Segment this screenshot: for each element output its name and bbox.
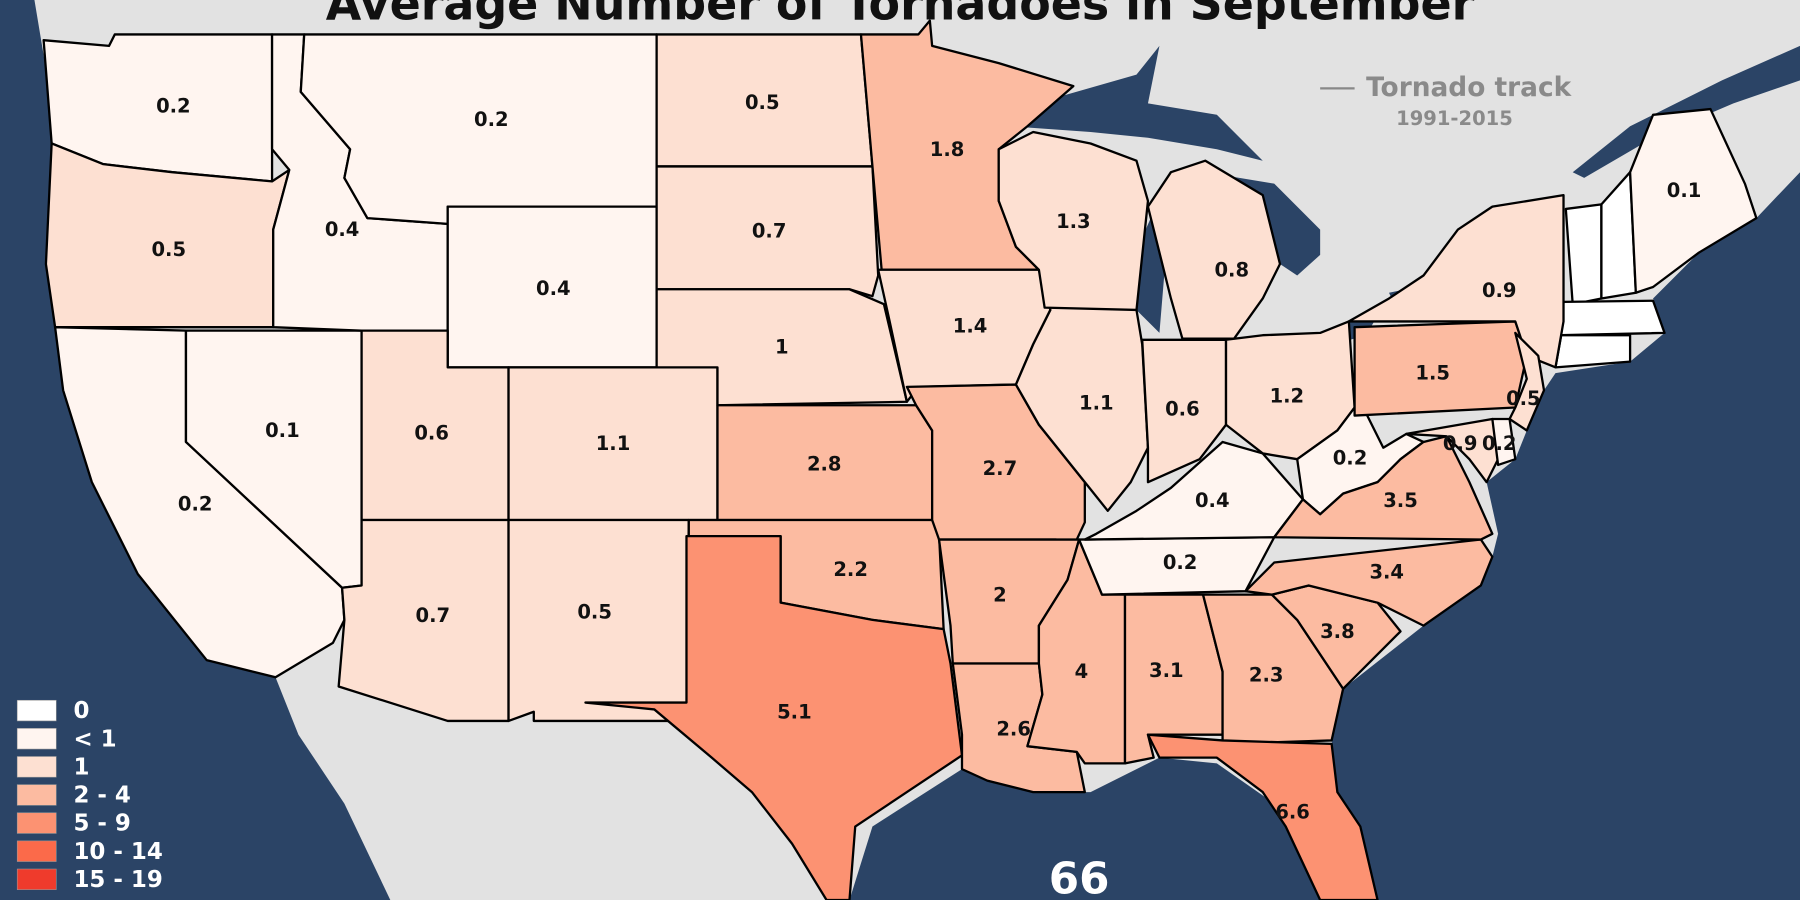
state <box>1026 538 1127 765</box>
state-value: 1 <box>775 335 789 358</box>
states: 0.2 0.5 0.2 0.1 0.4 0.2 0.4 0.6 1.1 0.7 0.5 0.5 0.7 1… <box>42 19 1758 900</box>
period: 1991-2015 <box>1396 107 1513 130</box>
state-value: 0.8 <box>1214 258 1249 281</box>
state <box>1560 299 1666 337</box>
state <box>997 130 1150 312</box>
state-value: 0.9 <box>1443 432 1478 455</box>
state-value: 2 <box>993 583 1007 606</box>
state-value: 0.7 <box>416 604 451 627</box>
state-value: 1.1 <box>1079 392 1114 415</box>
state <box>1146 733 1379 900</box>
legend-swatch <box>16 784 57 806</box>
state-value: 0.5 <box>577 601 612 624</box>
state-value: 0.6 <box>1165 397 1200 420</box>
legend-label: 15 - 19 <box>73 867 162 893</box>
legend-swatch <box>16 812 57 834</box>
state <box>1273 435 1494 541</box>
state-value: 4 <box>1075 660 1089 683</box>
state-value: 0.6 <box>414 421 449 444</box>
track-legend-label: Tornado track <box>1366 72 1573 103</box>
state <box>1554 334 1632 369</box>
state-value: 1.8 <box>930 138 965 161</box>
state-value: 2.2 <box>833 558 868 581</box>
state <box>1508 331 1546 432</box>
state-value: 0.1 <box>265 419 300 442</box>
total: 66 <box>1049 855 1110 900</box>
state <box>584 534 964 900</box>
state <box>1491 417 1517 467</box>
state-value: 0.2 <box>1482 432 1517 455</box>
legend-label: 1 <box>73 754 89 780</box>
state-value: 5.1 <box>777 700 812 723</box>
legend-swatch <box>16 868 57 890</box>
state-value: 0.7 <box>752 219 787 242</box>
state <box>1564 203 1603 306</box>
legend-label: 10 - 14 <box>73 839 162 865</box>
state-value: 3.4 <box>1369 560 1404 583</box>
state-value: 1.2 <box>1270 385 1305 408</box>
state-value: 3.8 <box>1320 620 1355 643</box>
state-value: 2.6 <box>996 718 1031 741</box>
state-value: 6.6 <box>1275 800 1310 823</box>
state-value: 2.8 <box>807 452 842 475</box>
legend-swatch <box>16 756 57 778</box>
state-value: 0.4 <box>1195 489 1230 512</box>
state-value: 0.5 <box>1506 387 1541 410</box>
state <box>1244 538 1494 627</box>
legend-label: 5 - 9 <box>73 811 130 837</box>
state <box>1628 107 1758 294</box>
legend-swatch <box>16 699 57 722</box>
legend-label: 0 <box>73 698 89 724</box>
state-value: 1.5 <box>1415 362 1450 385</box>
state-value: 0.2 <box>1333 447 1368 470</box>
state-value: 0.1 <box>1667 179 1702 202</box>
state-value: 0.2 <box>156 94 191 117</box>
state-value: 2.3 <box>1249 664 1284 687</box>
state-value: 0.4 <box>536 277 571 300</box>
state <box>1146 159 1282 340</box>
state-value: 2.7 <box>983 457 1018 480</box>
legend-label: < 1 <box>73 726 116 752</box>
state <box>655 288 909 407</box>
state-value: 0.2 <box>474 108 509 131</box>
state-value: 0.2 <box>178 493 213 516</box>
legend-swatch <box>16 840 57 862</box>
state <box>1014 268 1150 512</box>
state-value: 0.2 <box>1163 551 1198 574</box>
state-value: 3.5 <box>1383 489 1418 512</box>
state-value: 1.1 <box>596 432 631 455</box>
legend-swatch <box>16 728 57 750</box>
state-value: 0.5 <box>151 238 186 261</box>
title: Average Number of Tornadoes in September <box>326 0 1475 30</box>
state-value: 0.9 <box>1482 279 1517 302</box>
state-value: 1.4 <box>953 315 988 338</box>
legend-label: 2 - 4 <box>73 783 130 809</box>
state-value: 1.3 <box>1056 210 1091 233</box>
state-value: 0.5 <box>745 91 780 114</box>
state-value: 0.4 <box>325 218 360 241</box>
state-value: 3.1 <box>1149 659 1184 682</box>
